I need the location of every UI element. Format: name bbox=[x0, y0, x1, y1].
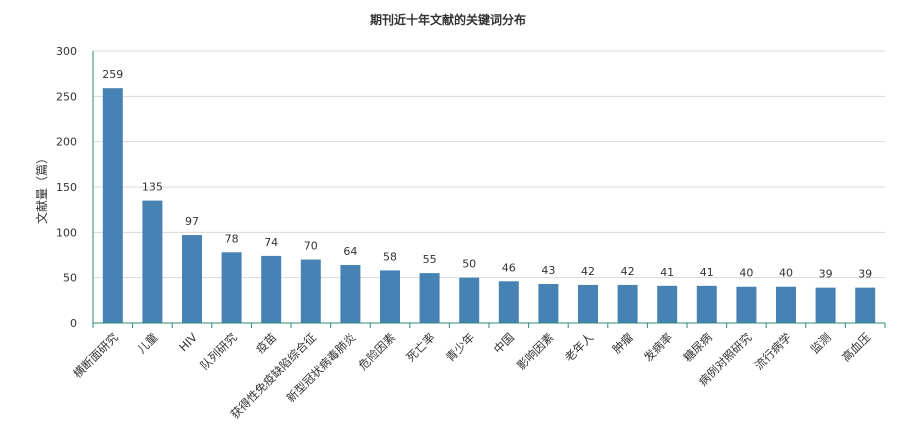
x-tick-label: 危险因素 bbox=[356, 330, 398, 372]
bar[interactable] bbox=[182, 235, 202, 323]
x-tick-label: 儿童 bbox=[134, 330, 160, 356]
bar[interactable] bbox=[538, 284, 559, 323]
bar[interactable] bbox=[498, 281, 519, 323]
bar[interactable] bbox=[419, 273, 440, 323]
x-tick-label: 肿瘤 bbox=[610, 330, 637, 357]
bar[interactable] bbox=[696, 285, 717, 323]
bar[interactable] bbox=[617, 284, 638, 323]
x-tick-label: 发病率 bbox=[641, 330, 675, 364]
x-tick-label: 疫苗 bbox=[253, 330, 279, 356]
y-tick-label: 50 bbox=[63, 272, 77, 285]
data-label: 78 bbox=[225, 232, 239, 245]
data-label: 50 bbox=[462, 258, 476, 271]
y-axis-ticks: 0 50 100 150 200 250 300 bbox=[56, 45, 77, 330]
bar[interactable] bbox=[776, 286, 796, 323]
chart-title: 期刊近十年文献的关键词分布 bbox=[370, 12, 526, 27]
bar[interactable] bbox=[578, 284, 598, 323]
data-label: 41 bbox=[660, 266, 674, 279]
bar[interactable] bbox=[340, 264, 361, 323]
bar[interactable] bbox=[221, 252, 242, 323]
data-label: 40 bbox=[739, 267, 753, 280]
bar[interactable] bbox=[300, 259, 321, 323]
y-tick-label: 150 bbox=[56, 181, 77, 194]
bar[interactable] bbox=[459, 277, 480, 323]
data-label: 55 bbox=[423, 253, 437, 266]
x-tick-label: 糖尿病 bbox=[681, 330, 716, 365]
x-tick-label: 死亡率 bbox=[403, 330, 437, 364]
data-label: 58 bbox=[383, 250, 397, 263]
x-tick-label: 中国 bbox=[491, 330, 517, 356]
x-tick-label: HIV bbox=[176, 330, 200, 354]
y-tick-label: 200 bbox=[56, 136, 77, 149]
bar[interactable] bbox=[815, 287, 836, 323]
bar[interactable] bbox=[142, 200, 163, 323]
data-label: 70 bbox=[304, 240, 318, 253]
data-label: 135 bbox=[142, 181, 163, 194]
data-label: 43 bbox=[541, 264, 555, 277]
x-tick-label: 流行病学 bbox=[752, 330, 794, 372]
x-tick-label: 新型冠状病毒肺炎 bbox=[284, 330, 359, 405]
x-tick-label: 横断面研究 bbox=[70, 330, 121, 381]
bar[interactable] bbox=[261, 255, 282, 323]
bar[interactable] bbox=[102, 88, 123, 323]
y-tick-label: 250 bbox=[56, 90, 77, 103]
bars bbox=[102, 88, 876, 323]
y-tick-label: 300 bbox=[56, 45, 77, 58]
data-label: 46 bbox=[502, 261, 516, 274]
x-tick-label: 队列研究 bbox=[197, 330, 240, 373]
y-tick-label: 0 bbox=[70, 317, 77, 330]
data-label: 41 bbox=[700, 266, 714, 279]
x-tick-label: 影响因素 bbox=[514, 330, 556, 372]
data-label: 259 bbox=[102, 68, 123, 81]
axes bbox=[92, 51, 886, 328]
data-label: 74 bbox=[264, 236, 278, 249]
y-tick-label: 100 bbox=[56, 226, 77, 239]
x-tick-label: 老年人 bbox=[562, 330, 597, 365]
y-axis-title: 文献量（篇） bbox=[34, 152, 49, 224]
data-label: 42 bbox=[581, 265, 595, 278]
data-label: 42 bbox=[621, 265, 635, 278]
bar[interactable] bbox=[855, 287, 876, 323]
gridlines bbox=[93, 50, 885, 279]
data-label: 39 bbox=[858, 268, 872, 281]
bar[interactable] bbox=[736, 286, 757, 323]
x-tick-label: 监测 bbox=[808, 330, 834, 356]
data-label: 97 bbox=[185, 215, 199, 228]
data-label: 40 bbox=[779, 267, 793, 280]
data-label: 39 bbox=[819, 268, 833, 281]
x-tick-label: 青少年 bbox=[443, 330, 477, 364]
x-tick-label: 高血压 bbox=[839, 330, 873, 364]
data-label: 64 bbox=[343, 245, 357, 258]
bar[interactable] bbox=[657, 285, 678, 323]
data-labels: 259 135 97 78 74 70 64 58 55 50 46 43 42 42 41 41 40 40 39… bbox=[102, 68, 872, 280]
bar[interactable] bbox=[380, 270, 400, 323]
